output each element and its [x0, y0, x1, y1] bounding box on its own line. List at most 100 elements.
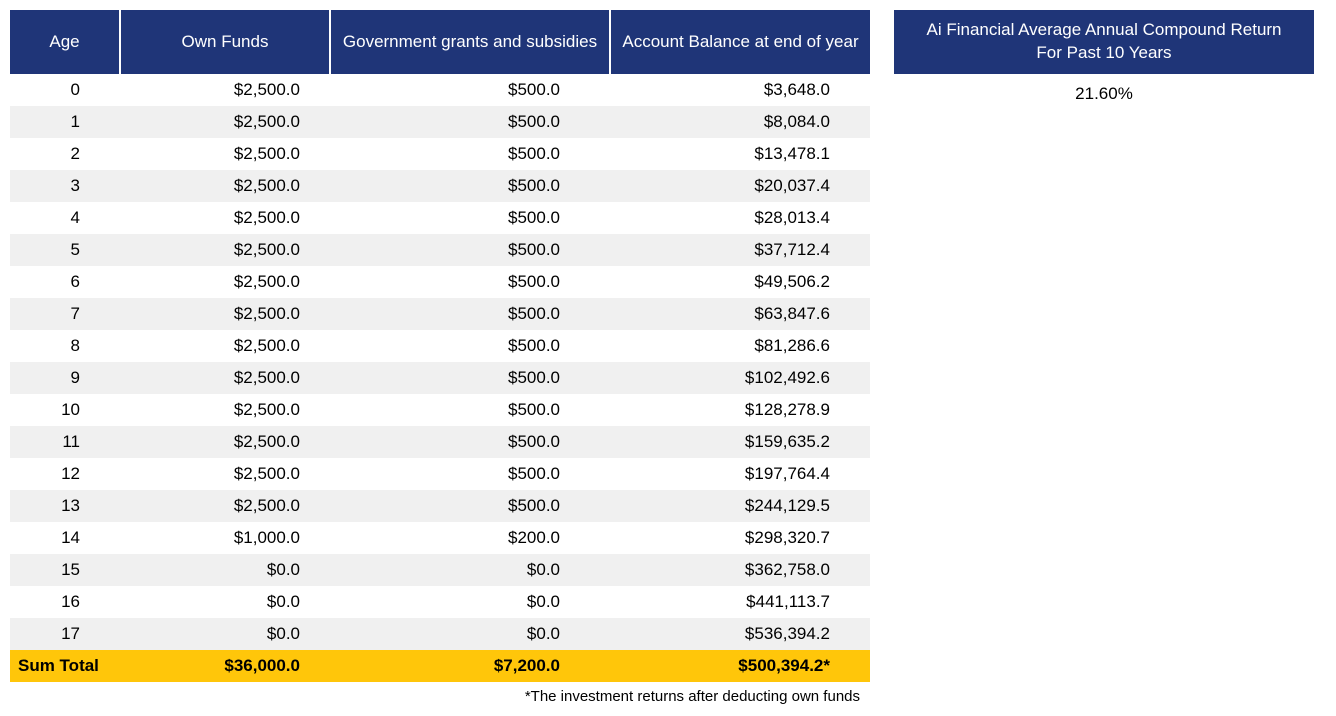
cell-balance: $441,113.7 — [610, 586, 870, 618]
cell-grants: $500.0 — [330, 426, 610, 458]
cell-grants: $500.0 — [330, 202, 610, 234]
cell-balance: $536,394.2 — [610, 618, 870, 650]
cell-age: 16 — [10, 586, 120, 618]
cell-age: 0 — [10, 74, 120, 106]
header-balance: Account Balance at end of year — [610, 10, 870, 74]
table-row: 1$2,500.0$500.0$8,084.0 — [10, 106, 870, 138]
cell-grants: $500.0 — [330, 490, 610, 522]
cell-own-funds: $2,500.0 — [120, 394, 330, 426]
table-row: 3$2,500.0$500.0$20,037.4 — [10, 170, 870, 202]
cell-balance: $3,648.0 — [610, 74, 870, 106]
table-row: 9$2,500.0$500.0$102,492.6 — [10, 362, 870, 394]
cell-own-funds: $2,500.0 — [120, 202, 330, 234]
cell-own-funds: $0.0 — [120, 586, 330, 618]
cell-balance: $28,013.4 — [610, 202, 870, 234]
cell-balance: $102,492.6 — [610, 362, 870, 394]
table-row: 11$2,500.0$500.0$159,635.2 — [10, 426, 870, 458]
cell-grants: $500.0 — [330, 170, 610, 202]
cell-age: 7 — [10, 298, 120, 330]
side-panel: Ai Financial Average Annual Compound Ret… — [894, 10, 1314, 114]
cell-age: 4 — [10, 202, 120, 234]
cell-grants: $500.0 — [330, 74, 610, 106]
cell-own-funds: $0.0 — [120, 554, 330, 586]
main-table-wrapper: Age Own Funds Government grants and subs… — [10, 10, 870, 705]
table-row: 4$2,500.0$500.0$28,013.4 — [10, 202, 870, 234]
cell-grants: $500.0 — [330, 266, 610, 298]
cell-grants: $500.0 — [330, 106, 610, 138]
cell-own-funds: $2,500.0 — [120, 106, 330, 138]
layout-container: Age Own Funds Government grants and subs… — [10, 10, 1326, 705]
cell-age: 6 — [10, 266, 120, 298]
header-age: Age — [10, 10, 120, 74]
table-row: 12$2,500.0$500.0$197,764.4 — [10, 458, 870, 490]
cell-age: 3 — [10, 170, 120, 202]
table-row: 17$0.0$0.0$536,394.2 — [10, 618, 870, 650]
table-row: 2$2,500.0$500.0$13,478.1 — [10, 138, 870, 170]
table-row: 7$2,500.0$500.0$63,847.6 — [10, 298, 870, 330]
cell-age: 9 — [10, 362, 120, 394]
cell-age: 15 — [10, 554, 120, 586]
cell-age: 1 — [10, 106, 120, 138]
cell-own-funds: $2,500.0 — [120, 266, 330, 298]
cell-own-funds: $2,500.0 — [120, 426, 330, 458]
cell-balance: $8,084.0 — [610, 106, 870, 138]
table-row: 13$2,500.0$500.0$244,129.5 — [10, 490, 870, 522]
cell-own-funds: $2,500.0 — [120, 170, 330, 202]
cell-own-funds: $2,500.0 — [120, 74, 330, 106]
cell-grants: $500.0 — [330, 298, 610, 330]
side-panel-value: 21.60% — [894, 74, 1314, 114]
cell-age: 12 — [10, 458, 120, 490]
cell-age: 8 — [10, 330, 120, 362]
cell-age: 13 — [10, 490, 120, 522]
cell-own-funds: $2,500.0 — [120, 234, 330, 266]
sum-balance: $500,394.2* — [610, 650, 870, 682]
cell-grants: $0.0 — [330, 586, 610, 618]
cell-own-funds: $2,500.0 — [120, 330, 330, 362]
cell-grants: $0.0 — [330, 618, 610, 650]
cell-age: 17 — [10, 618, 120, 650]
cell-age: 11 — [10, 426, 120, 458]
sum-total-row: Sum Total$36,000.0$7,200.0$500,394.2* — [10, 650, 870, 682]
footnote-text: *The investment returns after deducting … — [10, 688, 870, 705]
side-panel-header: Ai Financial Average Annual Compound Ret… — [894, 10, 1314, 74]
cell-grants: $200.0 — [330, 522, 610, 554]
table-header-row: Age Own Funds Government grants and subs… — [10, 10, 870, 74]
cell-balance: $244,129.5 — [610, 490, 870, 522]
cell-age: 10 — [10, 394, 120, 426]
cell-grants: $0.0 — [330, 554, 610, 586]
cell-balance: $81,286.6 — [610, 330, 870, 362]
table-row: 10$2,500.0$500.0$128,278.9 — [10, 394, 870, 426]
cell-own-funds: $2,500.0 — [120, 362, 330, 394]
table-row: 6$2,500.0$500.0$49,506.2 — [10, 266, 870, 298]
sum-own-funds: $36,000.0 — [120, 650, 330, 682]
header-grants: Government grants and subsidies — [330, 10, 610, 74]
cell-age: 2 — [10, 138, 120, 170]
cell-balance: $362,758.0 — [610, 554, 870, 586]
cell-balance: $298,320.7 — [610, 522, 870, 554]
header-own-funds: Own Funds — [120, 10, 330, 74]
cell-grants: $500.0 — [330, 234, 610, 266]
table-row: 5$2,500.0$500.0$37,712.4 — [10, 234, 870, 266]
cell-age: 14 — [10, 522, 120, 554]
table-row: 8$2,500.0$500.0$81,286.6 — [10, 330, 870, 362]
cell-grants: $500.0 — [330, 138, 610, 170]
cell-balance: $37,712.4 — [610, 234, 870, 266]
cell-own-funds: $1,000.0 — [120, 522, 330, 554]
cell-balance: $197,764.4 — [610, 458, 870, 490]
cell-grants: $500.0 — [330, 458, 610, 490]
cell-grants: $500.0 — [330, 362, 610, 394]
table-row: 16$0.0$0.0$441,113.7 — [10, 586, 870, 618]
cell-balance: $128,278.9 — [610, 394, 870, 426]
table-row: 14$1,000.0$200.0$298,320.7 — [10, 522, 870, 554]
cell-balance: $20,037.4 — [610, 170, 870, 202]
sum-label: Sum Total — [10, 650, 120, 682]
cell-grants: $500.0 — [330, 394, 610, 426]
cell-own-funds: $0.0 — [120, 618, 330, 650]
cell-balance: $13,478.1 — [610, 138, 870, 170]
table-row: 0$2,500.0$500.0$3,648.0 — [10, 74, 870, 106]
cell-grants: $500.0 — [330, 330, 610, 362]
cell-balance: $159,635.2 — [610, 426, 870, 458]
investment-table: Age Own Funds Government grants and subs… — [10, 10, 870, 682]
cell-balance: $49,506.2 — [610, 266, 870, 298]
cell-own-funds: $2,500.0 — [120, 458, 330, 490]
